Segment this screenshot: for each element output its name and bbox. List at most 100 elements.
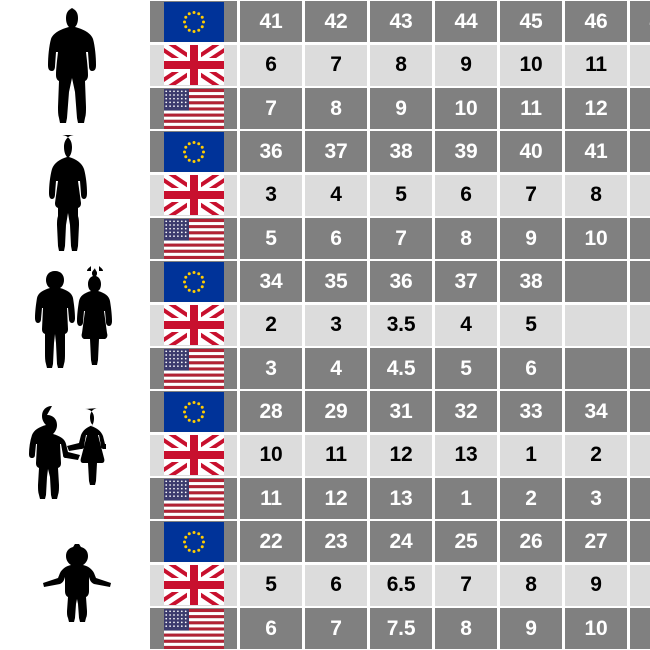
size-cell: 5 [240,564,302,606]
size-cell: 6 [240,44,302,86]
size-cell: 46 [565,1,627,42]
size-cell: 12 [565,88,627,129]
size-cell: 4 [305,174,367,216]
young-children-silhouette [0,390,150,520]
size-group-young-children: 28 29 31 32 33 34 10 11 12 13 1 2 11 12 13 1 2 3 [0,390,650,520]
size-cell: 4 [435,304,497,346]
size-cell: 26 [500,521,562,562]
size-table-women: 36 37 38 39 40 41 3 4 5 6 7 8 5 6 7 8 9 10 [150,131,650,259]
size-cell: 7 [500,174,562,216]
size-cell: 5 [435,348,497,389]
size-table-young-children: 28 29 31 32 33 34 10 11 12 13 1 2 11 12 13 1 2 3 [150,391,650,519]
size-cell: 11 [565,44,627,86]
size-cell: 7 [240,88,302,129]
size-cell: 9 [500,608,562,649]
man-silhouette [0,0,150,130]
size-cell: 10 [565,608,627,649]
size-cell: 36 [370,261,432,302]
size-cell: 6 [305,218,367,259]
size-cell-empty [630,131,650,172]
size-cell-empty [630,434,650,476]
size-cell: 10 [565,218,627,259]
size-cell: 4 [305,348,367,389]
size-cell: 7 [370,218,432,259]
us-flag-icon [150,608,237,649]
size-cell: 28 [240,391,302,432]
size-cell: 42 [305,1,367,42]
size-cell: 8 [500,564,562,606]
size-cell: 10 [500,44,562,86]
size-cell: 37 [435,261,497,302]
size-cell: 5 [240,218,302,259]
size-cell: 3.5 [370,304,432,346]
size-cell: 45 [500,1,562,42]
size-cell: 6 [240,608,302,649]
size-cell: 1 [500,434,562,476]
size-cell-empty [630,608,650,649]
size-row-men-eu: 41424344454647 [150,1,650,42]
size-cell: 41 [565,131,627,172]
size-row-toddler-us: 6 7 7.5 8 9 10 [150,608,650,649]
woman-silhouette [0,130,150,260]
size-cell: 33 [500,391,562,432]
size-cell: 3 [240,174,302,216]
size-cell: 34 [240,261,302,302]
toddler-silhouette [0,520,150,650]
size-cell-empty [630,174,650,216]
size-row-older-children-eu: 34 35 36 37 38 [150,261,650,302]
size-cell: 3 [240,348,302,389]
size-group-toddler: 22 23 24 25 26 27 5 6 6.5 7 8 9 6 7 7.5 8 9 10 [0,520,650,650]
size-row-men-us: 78910111213 [150,88,650,129]
size-cell: 12 [370,434,432,476]
size-cell-empty [630,304,650,346]
size-cell: 1 [435,478,497,519]
size-cell: 31 [370,391,432,432]
uk-flag-icon [150,44,237,86]
eu-flag-icon [150,131,237,172]
us-flag-icon [150,348,237,389]
size-cell: 11 [240,478,302,519]
size-cell: 10 [240,434,302,476]
size-cell-empty [630,218,650,259]
size-cell: 13 [435,434,497,476]
size-cell: 47 [630,1,650,42]
size-table-toddler: 22 23 24 25 26 27 5 6 6.5 7 8 9 6 7 7.5 8 9 10 [150,521,650,649]
size-cell-empty [630,478,650,519]
eu-flag-icon [150,521,237,562]
size-cell: 2 [240,304,302,346]
eu-flag-icon [150,391,237,432]
size-cell: 8 [435,218,497,259]
size-cell: 44 [435,1,497,42]
size-cell: 38 [370,131,432,172]
size-cell: 7 [435,564,497,606]
size-cell: 25 [435,521,497,562]
size-cell: 5 [500,304,562,346]
size-cell: 3 [305,304,367,346]
size-cell: 9 [435,44,497,86]
size-cell: 37 [305,131,367,172]
size-cell: 9 [565,564,627,606]
size-cell: 41 [240,1,302,42]
size-group-men: 41424344454647678910111278910111213 [0,0,650,130]
eu-flag-icon [150,261,237,302]
size-cell: 11 [305,434,367,476]
size-cell: 8 [435,608,497,649]
size-row-men-uk: 6789101112 [150,44,650,86]
size-cell: 29 [305,391,367,432]
size-cell: 12 [630,44,650,86]
size-cell: 9 [370,88,432,129]
size-cell: 8 [565,174,627,216]
size-cell: 11 [500,88,562,129]
size-table-older-children: 34 35 36 37 38 2 3 3.5 4 5 3 4 4.5 5 6 [150,261,650,389]
size-cell: 6 [305,564,367,606]
size-cell: 7 [305,608,367,649]
eu-flag-icon [150,1,237,42]
size-cell: 39 [435,131,497,172]
size-cell: 8 [305,88,367,129]
size-cell: 43 [370,1,432,42]
size-cell-empty [565,304,627,346]
size-cell: 23 [305,521,367,562]
size-cell: 3 [565,478,627,519]
size-cell: 38 [500,261,562,302]
size-cell: 8 [370,44,432,86]
